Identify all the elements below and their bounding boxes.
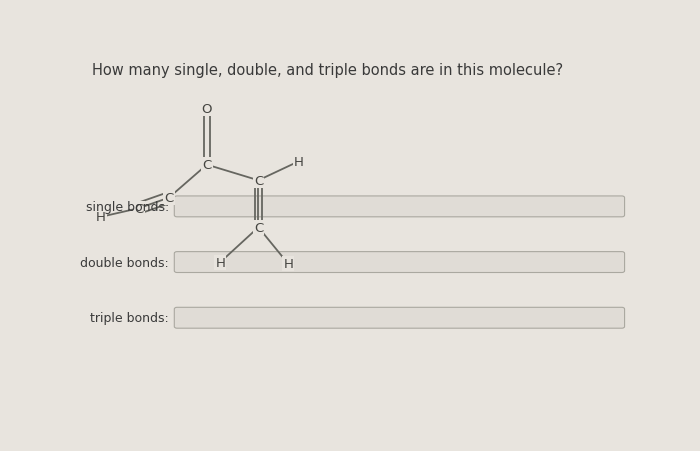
Text: C: C — [164, 192, 174, 205]
FancyBboxPatch shape — [174, 252, 624, 273]
Text: double bonds:: double bonds: — [80, 256, 169, 269]
Text: C: C — [254, 221, 263, 234]
Text: triple bonds:: triple bonds: — [90, 312, 169, 325]
Text: How many single, double, and triple bonds are in this molecule?: How many single, double, and triple bond… — [92, 63, 563, 78]
Text: C: C — [134, 202, 144, 215]
Text: C: C — [202, 159, 211, 172]
Text: H: H — [294, 155, 304, 168]
FancyBboxPatch shape — [174, 308, 624, 328]
Text: H: H — [284, 258, 293, 271]
Text: single bonds:: single bonds: — [85, 200, 169, 213]
FancyBboxPatch shape — [174, 197, 624, 217]
Text: C: C — [254, 175, 263, 187]
Text: O: O — [202, 103, 212, 116]
Text: H: H — [96, 211, 106, 224]
Text: H: H — [216, 256, 225, 269]
